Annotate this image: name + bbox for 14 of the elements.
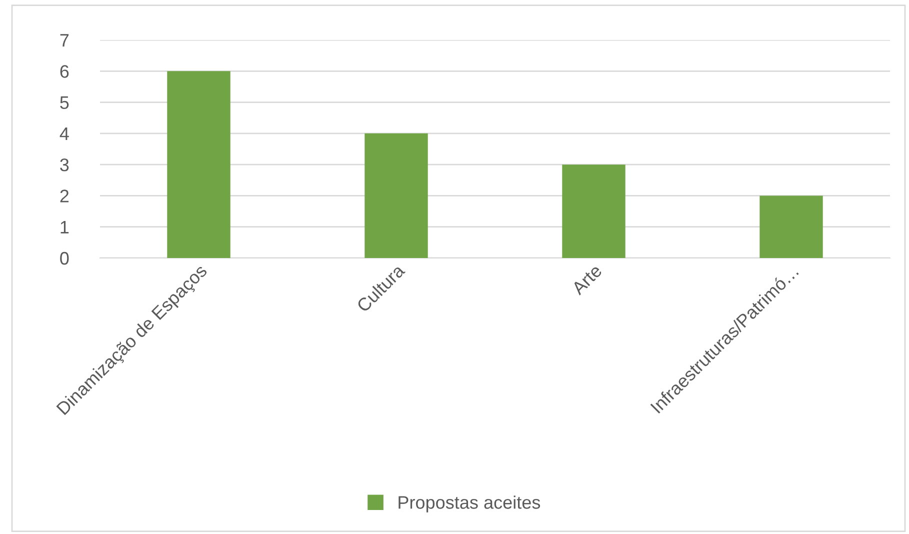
x-tick-label: Arte [570, 264, 603, 296]
bar [562, 164, 626, 258]
bar [760, 196, 823, 258]
y-tick-label: 3 [60, 158, 69, 172]
bar [167, 71, 230, 258]
y-tick-label: 2 [60, 190, 69, 202]
y-tick-label: 0 [60, 252, 69, 265]
y-tick-label: 6 [60, 65, 69, 78]
legend-label: Propostas aceites [398, 496, 540, 512]
bar [364, 133, 428, 258]
y-tick-label: 7 [60, 34, 69, 47]
y-tick-label: 1 [60, 220, 69, 234]
y-tick-label: 5 [60, 96, 69, 110]
y-tick-label: 4 [60, 128, 69, 140]
